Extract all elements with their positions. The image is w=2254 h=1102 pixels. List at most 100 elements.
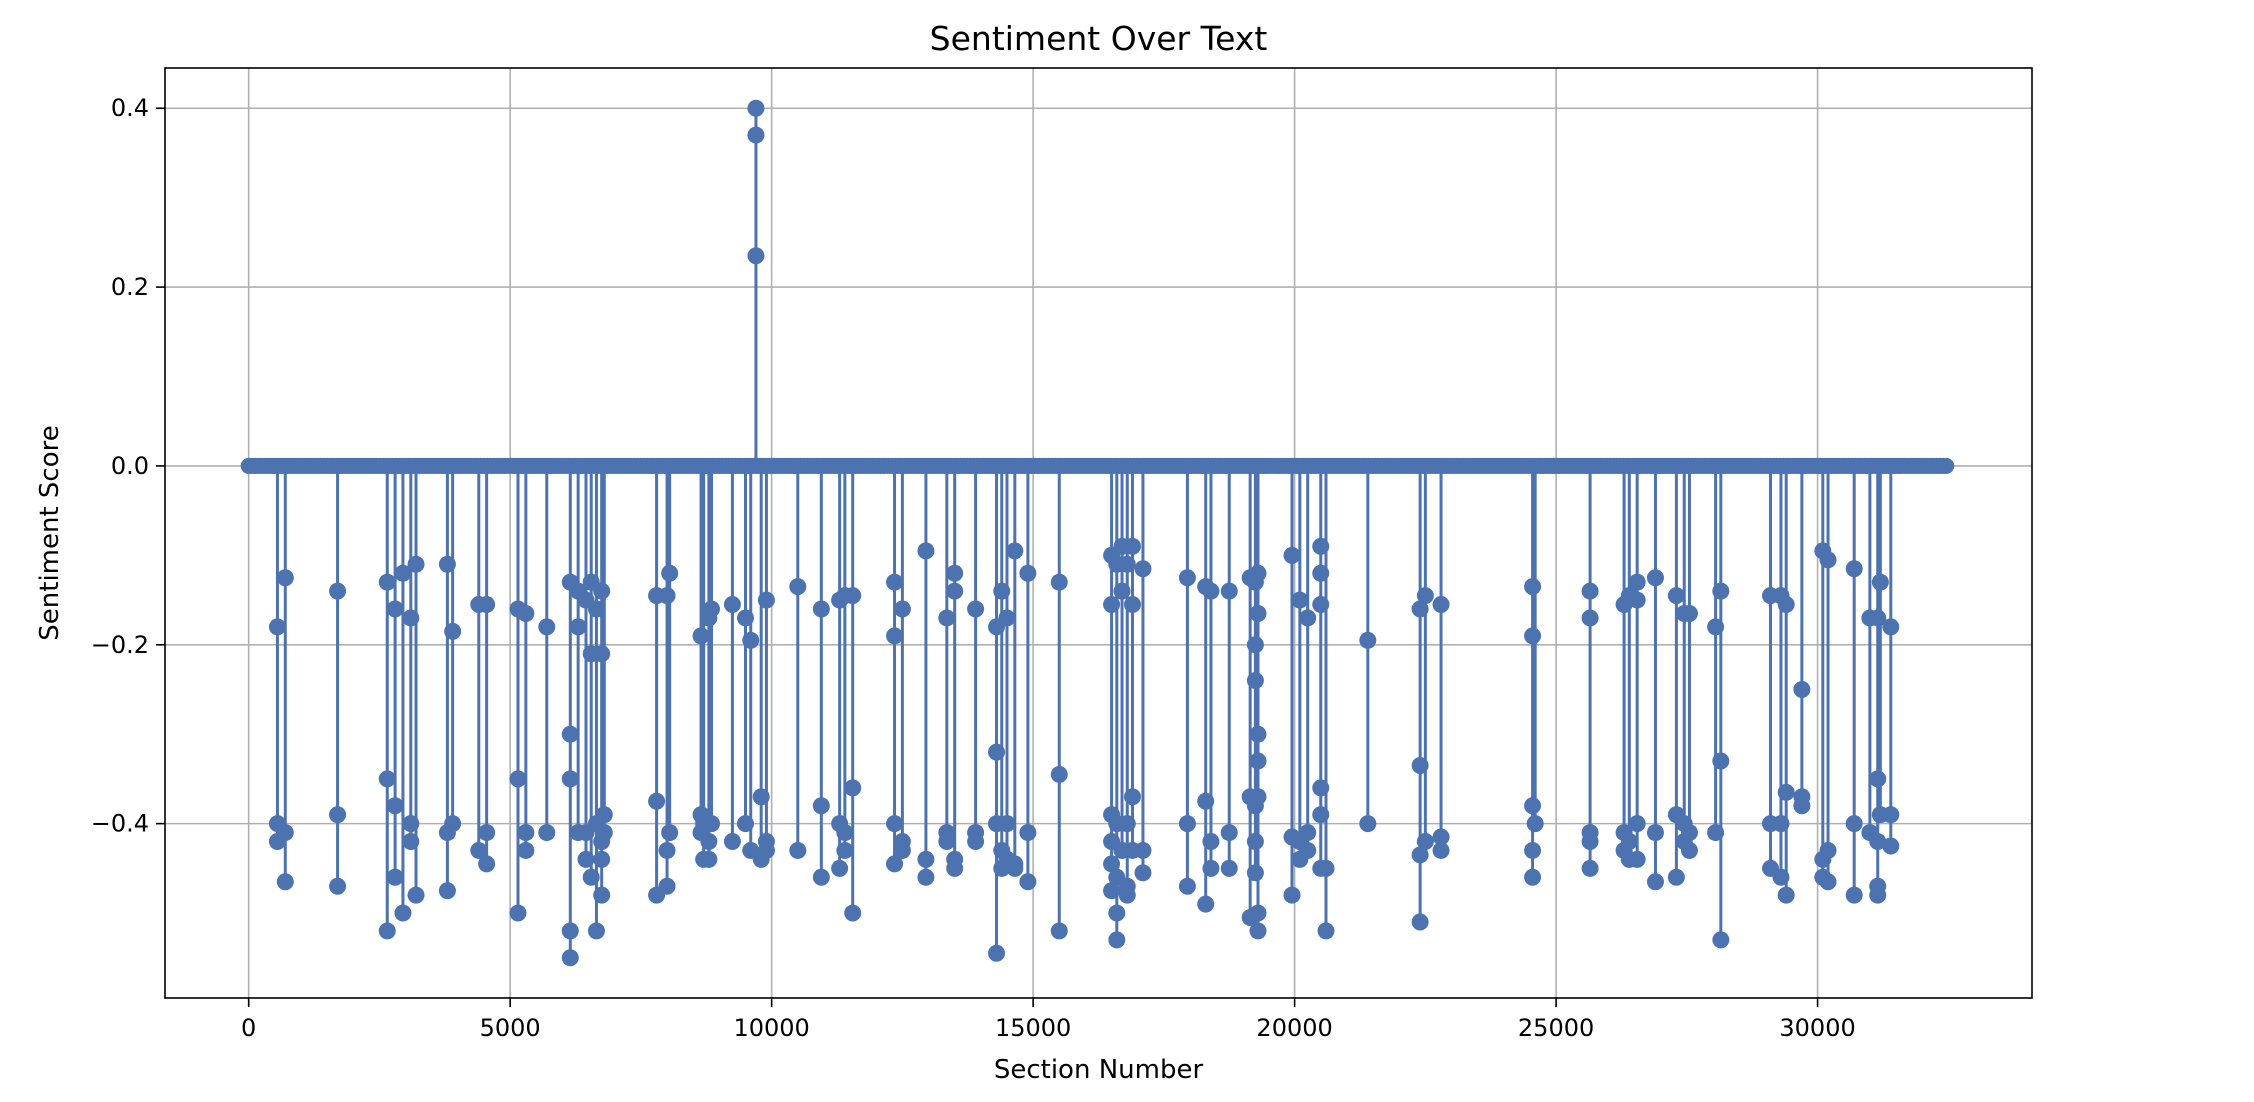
data-point	[1777, 596, 1795, 614]
data-point	[1246, 636, 1264, 654]
data-point	[1249, 564, 1267, 582]
data-point	[407, 886, 425, 904]
data-point	[1103, 596, 1121, 614]
data-point	[1220, 824, 1238, 842]
data-point	[1317, 859, 1335, 877]
data-point	[1123, 788, 1141, 806]
data-point	[893, 841, 911, 859]
data-point	[1312, 596, 1330, 614]
data-point	[1312, 806, 1330, 824]
data-point	[723, 833, 741, 851]
data-point	[478, 855, 496, 873]
data-point	[1819, 551, 1837, 569]
data-point	[577, 850, 595, 868]
data-point	[752, 788, 770, 806]
data-point	[1772, 868, 1790, 886]
data-point	[1299, 841, 1317, 859]
data-point	[1526, 815, 1544, 833]
ticks: 0 5000 10000 15000 20000 25000 30000 0.4 0.2 0.0 −…	[91, 94, 1856, 1042]
data-point	[1108, 931, 1126, 949]
data-point	[378, 573, 396, 591]
data-point	[268, 618, 286, 636]
x-tick-label: 25000	[1518, 1014, 1594, 1042]
data-point	[998, 609, 1016, 627]
data-point	[386, 797, 404, 815]
data-point	[1869, 609, 1887, 627]
data-point	[917, 868, 935, 886]
data-point	[1006, 542, 1024, 560]
data-point	[1432, 828, 1450, 846]
data-point	[595, 824, 613, 842]
chart-title: Sentiment Over Text	[930, 19, 1268, 58]
data-point	[517, 824, 535, 842]
plot-area	[165, 68, 2032, 998]
data-point	[1134, 560, 1152, 578]
data-point	[1317, 922, 1335, 940]
data-point	[378, 922, 396, 940]
data-point	[1712, 931, 1730, 949]
data-point	[747, 99, 765, 117]
data-point	[1680, 824, 1698, 842]
data-point	[1581, 609, 1599, 627]
data-point	[658, 587, 676, 605]
data-point	[517, 604, 535, 622]
data-point	[394, 904, 412, 922]
data-point	[478, 824, 496, 842]
data-point	[1202, 859, 1220, 877]
data-point	[1283, 546, 1301, 564]
data-point	[1312, 779, 1330, 797]
data-point	[582, 868, 600, 886]
data-point	[789, 841, 807, 859]
data-point	[1646, 824, 1664, 842]
data-point	[1882, 618, 1900, 636]
data-point	[1178, 877, 1196, 895]
data-point	[1707, 824, 1725, 842]
data-point	[1220, 582, 1238, 600]
data-point	[993, 582, 1011, 600]
data-point	[692, 627, 710, 645]
data-point	[587, 600, 605, 618]
data-point	[386, 868, 404, 886]
data-point	[1249, 788, 1267, 806]
data-point	[938, 609, 956, 627]
data-point	[812, 600, 830, 618]
data-point	[736, 815, 754, 833]
data-point	[1134, 864, 1152, 882]
data-point	[1050, 573, 1068, 591]
data-point	[1299, 609, 1317, 627]
data-point	[831, 859, 849, 877]
data-point	[386, 600, 404, 618]
data-point	[1249, 604, 1267, 622]
data-point	[1411, 600, 1429, 618]
data-point	[1197, 895, 1215, 913]
data-point	[812, 868, 830, 886]
series-layer	[240, 99, 1955, 967]
data-point	[378, 770, 396, 788]
data-point	[658, 841, 676, 859]
data-point	[1118, 555, 1136, 573]
data-point	[538, 824, 556, 842]
data-point	[1581, 859, 1599, 877]
data-point	[661, 824, 679, 842]
data-point	[747, 247, 765, 265]
data-point	[1581, 582, 1599, 600]
data-point	[844, 779, 862, 797]
data-point	[1019, 824, 1037, 842]
data-point	[276, 824, 294, 842]
data-point	[946, 582, 964, 600]
y-tick-label: −0.4	[91, 810, 149, 838]
data-point	[1628, 573, 1646, 591]
data-point	[1411, 913, 1429, 931]
data-point	[1524, 868, 1542, 886]
data-point	[1113, 582, 1131, 600]
data-point	[1019, 873, 1037, 891]
data-point	[561, 770, 579, 788]
data-point	[470, 841, 488, 859]
data-point	[1283, 886, 1301, 904]
data-point	[1680, 841, 1698, 859]
data-point	[561, 922, 579, 940]
data-point	[757, 591, 775, 609]
data-point	[938, 833, 956, 851]
data-point	[1882, 837, 1900, 855]
